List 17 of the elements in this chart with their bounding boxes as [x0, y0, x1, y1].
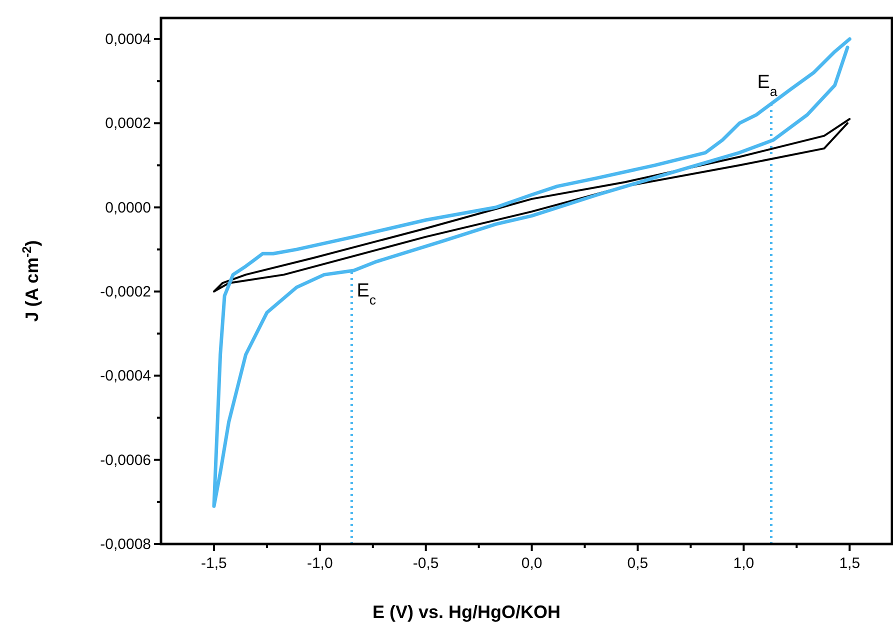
x-tick-label: 1,5 [839, 555, 860, 572]
y-tick-label: 0,0002 [105, 115, 151, 132]
y-tick-label: -0,0008 [100, 536, 151, 553]
x-axis-title: E (V) vs. Hg/HgO/KOH [372, 602, 561, 622]
x-tick-label: 0,0 [521, 555, 542, 572]
y-tick-label: 0,0004 [105, 31, 151, 48]
y-tick-label: 0,0000 [105, 199, 151, 216]
y-tick-label: -0,0006 [100, 452, 151, 469]
x-tick-label: -1,0 [306, 555, 333, 572]
x-tick-label: -0,5 [412, 555, 439, 572]
x-tick-label: 0,5 [627, 555, 648, 572]
y-tick-label: -0,0004 [100, 368, 151, 385]
y-tick-label: -0,0002 [100, 284, 151, 301]
annotation: E$_{a}$ [757, 72, 778, 99]
annotation: E$_{c}$ [356, 280, 376, 307]
x-tick-label: -1,5 [201, 555, 227, 572]
x-tick-label: 1,0 [733, 555, 754, 572]
